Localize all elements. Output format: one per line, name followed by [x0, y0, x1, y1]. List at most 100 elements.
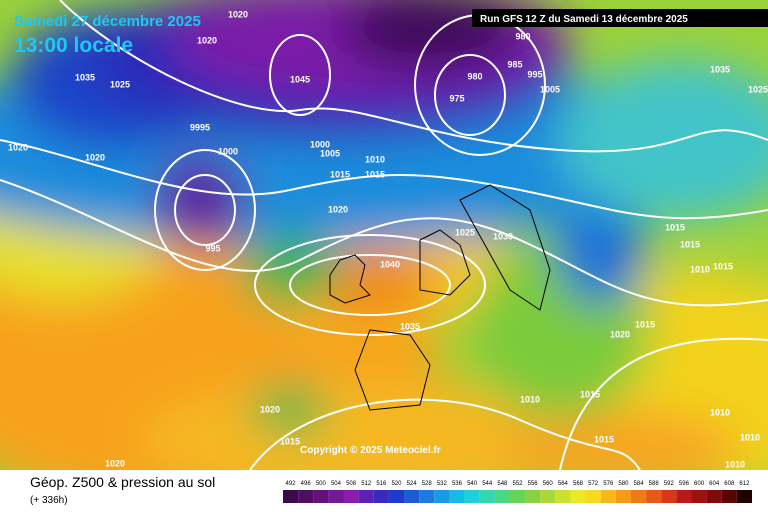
scale-label: 496	[301, 481, 312, 487]
isobar-label: 1025	[455, 227, 475, 237]
isobar-label: 995	[527, 69, 542, 79]
scale-label: 560	[543, 481, 554, 487]
isobar-label: 1020	[85, 152, 105, 162]
scale-swatch	[298, 490, 314, 503]
scale-label: 512	[361, 481, 372, 487]
scale-label: 536	[452, 481, 463, 487]
date: Samedi 27 décembre 2025	[14, 13, 201, 30]
scale-label: 564	[558, 481, 569, 487]
isobar-label: 1045	[290, 74, 310, 84]
isobar-label: 1010	[365, 154, 385, 164]
scale-swatch	[388, 490, 405, 503]
isobar-label: 1020	[260, 404, 280, 414]
scale-label: 556	[528, 481, 539, 487]
isobar-label: 1000	[310, 139, 330, 149]
isobar-label: 1015	[580, 389, 600, 399]
scale-swatch	[358, 490, 374, 503]
scale-label: 548	[497, 481, 508, 487]
isobar-label: 995	[205, 243, 220, 253]
run-info: Run GFS 12 Z du Samedi 13 décembre 2025	[480, 14, 688, 25]
isobar-label: 1015	[280, 436, 300, 446]
scale-swatch	[494, 490, 510, 503]
isobar-label: 1010	[520, 394, 540, 404]
isobar-label: 1040	[380, 259, 400, 269]
scale-swatch	[313, 490, 329, 503]
scale-swatch	[736, 490, 752, 503]
scale-label: 612	[739, 481, 750, 487]
scale-label: 516	[376, 481, 387, 487]
scale-swatch	[691, 490, 707, 503]
isobar-label: 1035	[710, 64, 730, 74]
scale-label: 576	[603, 481, 614, 487]
isobar-label: 980	[515, 31, 530, 41]
scale-swatch	[570, 490, 586, 503]
scale-swatch	[555, 490, 571, 503]
scale-label: 520	[391, 481, 402, 487]
isobar-label: 1015	[665, 222, 685, 232]
isobar-label: 1015	[330, 169, 350, 179]
isobar-label: 985	[507, 59, 522, 69]
scale-swatch	[525, 490, 541, 503]
isobar-label: 1015	[680, 239, 700, 249]
scale-swatch	[464, 490, 480, 503]
scale-swatch	[509, 490, 526, 503]
scale-swatch	[721, 490, 737, 503]
isobar-label: 1025	[110, 79, 130, 89]
isobar-label: 1005	[540, 84, 560, 94]
scale-swatch	[283, 490, 299, 503]
scale-swatch	[585, 490, 601, 503]
scale-label: 544	[482, 481, 493, 487]
isobar-label: 1020	[8, 142, 28, 152]
scale-label: 600	[694, 481, 705, 487]
run-box	[472, 9, 768, 27]
isobar-label: 1015	[365, 169, 385, 179]
isobar-label: 980	[467, 71, 482, 81]
scale-label: 572	[588, 481, 599, 487]
scale-label: 528	[422, 481, 433, 487]
scale-label: 604	[709, 481, 720, 487]
scale-swatch	[600, 490, 616, 503]
scale-swatch	[479, 490, 495, 503]
isobar-label: 1020	[105, 458, 125, 468]
scale-swatch	[615, 490, 631, 503]
isobar-label: 1035	[75, 72, 95, 82]
scale-label: 492	[286, 481, 297, 487]
scale-swatch	[646, 490, 662, 503]
scale-swatch	[676, 490, 692, 503]
scale-label: 580	[618, 481, 629, 487]
scale-swatch	[343, 490, 359, 503]
scale-label: 504	[331, 481, 342, 487]
isobar-label: 1035	[400, 321, 420, 331]
scale-swatch	[404, 490, 420, 503]
scale-label: 508	[346, 481, 357, 487]
scale-label: 540	[467, 481, 478, 487]
isobar-label: 1020	[197, 35, 217, 45]
isobar-label: 1030	[493, 231, 513, 241]
scale-swatch	[706, 490, 722, 503]
scale-label: 532	[437, 481, 448, 487]
scale-swatch	[419, 490, 435, 503]
isobar-label: 1025	[748, 84, 768, 94]
scale-swatch	[630, 490, 647, 503]
isobar-label: 1015	[713, 261, 733, 271]
isobar-label: 1020	[228, 9, 248, 19]
isobar-label: 9995	[190, 122, 210, 132]
isobar-label: 1005	[320, 148, 340, 158]
scale-swatch	[328, 490, 344, 503]
scale-swatch	[373, 490, 389, 503]
isobar-label: 1020	[328, 204, 348, 214]
isobar-label: 1010	[710, 407, 730, 417]
isobar-label: 975	[449, 93, 464, 103]
time: 13:00 locale	[14, 34, 133, 57]
isobar-label: 1010	[740, 432, 760, 442]
lead-time: (+ 336h)	[30, 495, 68, 506]
isobar-label: 1020	[610, 329, 630, 339]
isobar-label: 1015	[635, 319, 655, 329]
scale-swatch	[434, 490, 450, 503]
scale-label: 588	[649, 481, 660, 487]
scale-label: 584	[634, 481, 645, 487]
isobar-label: 1015	[594, 434, 614, 444]
